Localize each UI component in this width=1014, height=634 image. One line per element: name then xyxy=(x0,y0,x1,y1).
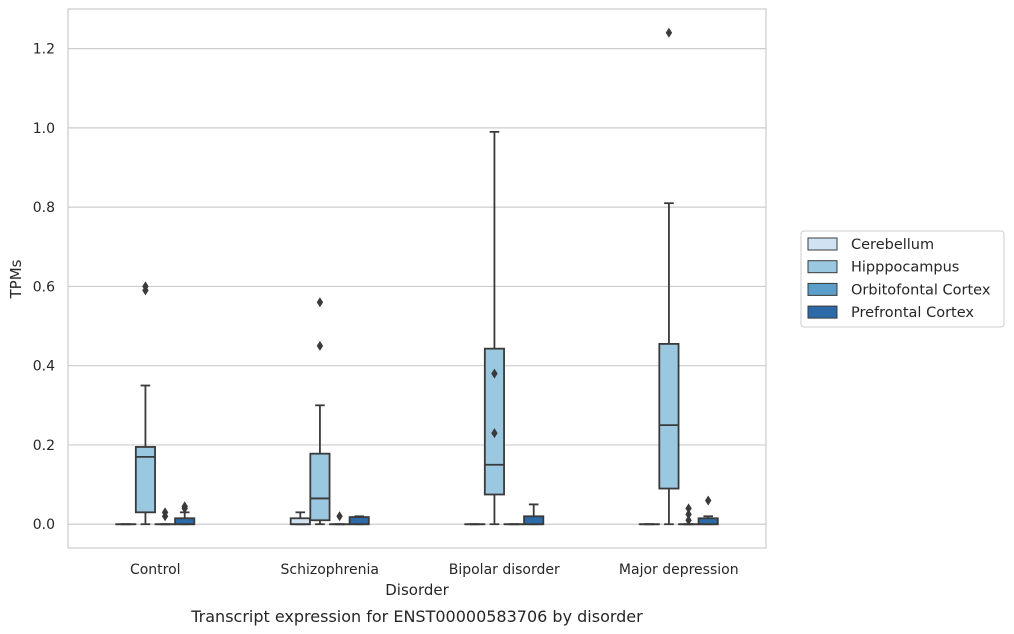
legend-item: Orbitofontal Cortex xyxy=(807,282,991,298)
box-body xyxy=(658,342,680,490)
box-body xyxy=(134,446,156,514)
x-tick-label: Bipolar disorder xyxy=(449,562,560,578)
box-orbitofontal-cortex xyxy=(678,503,700,526)
y-tick-label: 0.6 xyxy=(33,279,55,295)
x-axis-label: Disorder xyxy=(385,581,449,599)
legend-label: Prefrontal Cortex xyxy=(851,305,974,321)
box-cerebellum xyxy=(289,511,311,526)
outlier-point xyxy=(491,368,498,379)
box-prefrontal-cortex xyxy=(523,503,545,526)
y-tick-label: 0.4 xyxy=(33,359,55,375)
box-body xyxy=(309,452,331,522)
legend-item: Cerebellum xyxy=(807,237,934,253)
outlier-point xyxy=(491,428,498,439)
outlier-point xyxy=(665,27,673,38)
box-prefrontal-cortex xyxy=(174,501,196,526)
x-tick-label: Schizophrenia xyxy=(281,562,379,578)
box-hipppocampus xyxy=(483,130,505,526)
outlier-point xyxy=(704,495,712,506)
outlier-point xyxy=(181,501,188,512)
legend-label: Cerebellum xyxy=(851,237,934,253)
plot-area-background xyxy=(68,9,766,548)
legend-item: Prefrontal Cortex xyxy=(807,305,974,321)
box-body xyxy=(483,347,505,496)
outlier-point xyxy=(685,503,692,514)
outlier-point xyxy=(336,511,343,522)
legend-swatch xyxy=(807,260,838,274)
legend-swatch xyxy=(807,305,838,319)
legend-label: Orbitofontal Cortex xyxy=(851,282,991,298)
outlier-point xyxy=(316,297,324,308)
y-tick-label: 0.8 xyxy=(33,200,55,216)
outlier-point xyxy=(316,340,324,351)
legend-label: Hipppocampus xyxy=(851,260,959,276)
legend: Cerebellum Hipppocampus Orbitofontal Corte… xyxy=(800,230,1005,328)
outlier-point xyxy=(161,507,169,518)
chart-caption: Transcript expression for ENST0000058370… xyxy=(190,607,643,626)
box-hipppocampus xyxy=(309,297,331,526)
legend-item: Hipppocampus xyxy=(807,260,959,276)
y-tick-labels: 0.0 0.2 0.4 0.6 0.8 1.0 1.2 xyxy=(33,42,55,534)
y-tick-label: 1.2 xyxy=(33,42,55,58)
y-tick-label: 0.0 xyxy=(33,517,55,533)
box-body xyxy=(523,515,545,526)
legend-swatch xyxy=(807,282,838,296)
boxes xyxy=(115,27,719,526)
box-orbitofontal-cortex xyxy=(154,507,176,526)
legend-swatch xyxy=(807,237,838,251)
box-body xyxy=(348,516,370,526)
x-tick-labels: Control Schizophrenia Bipolar disorder Majo… xyxy=(130,562,739,578)
legend-frame xyxy=(800,230,1005,328)
y-axis-label: TPMs xyxy=(7,259,25,299)
x-tick-label: Control xyxy=(130,562,181,578)
x-tick-label: Major depression xyxy=(619,562,739,578)
outlier-point xyxy=(685,509,692,520)
box-prefrontal-cortex xyxy=(348,515,370,526)
box-prefrontal-cortex xyxy=(697,495,719,526)
plot-area-frame xyxy=(67,8,767,549)
outlier-point xyxy=(685,515,692,526)
box-hipppocampus xyxy=(658,27,680,526)
outlier-point xyxy=(142,281,149,292)
y-tick-label: 1.0 xyxy=(33,121,55,137)
y-tick-label: 0.2 xyxy=(33,438,55,454)
box-hipppocampus xyxy=(134,281,156,526)
